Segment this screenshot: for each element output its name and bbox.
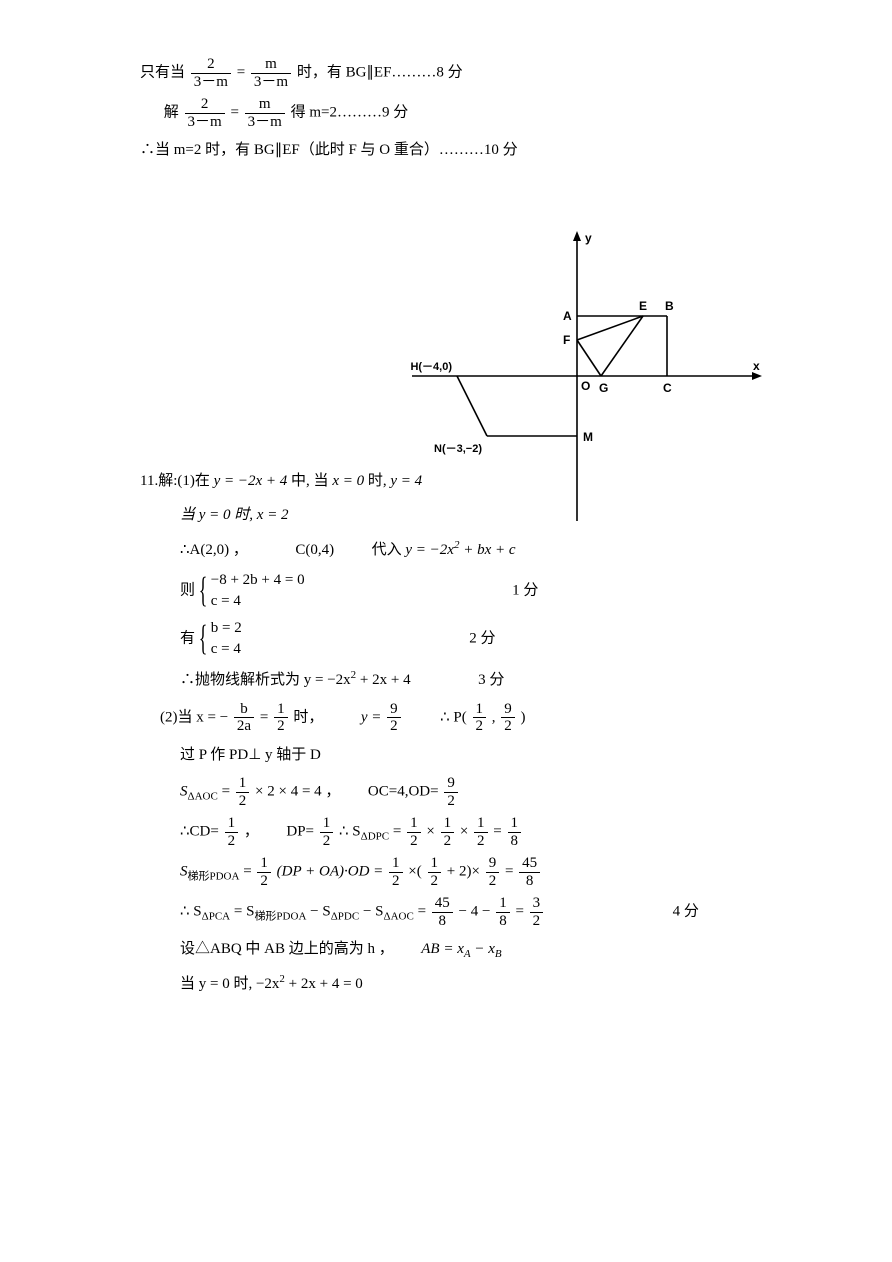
frac: m3－m: [251, 56, 291, 90]
frac: 12: [441, 815, 455, 849]
p11-line-3: ∴A(2,0) ， C(0,4) 代入 y = −2x2 + bx + c: [180, 536, 802, 565]
text: C(0,4): [295, 542, 334, 558]
svg-text:O: O: [581, 379, 590, 393]
text: (2)当 x = −: [160, 709, 228, 725]
text: 只有当: [140, 64, 185, 80]
frac: 23－m: [191, 56, 231, 90]
svg-text:F: F: [563, 333, 570, 347]
math: 当 y = 0 时, x = 2: [180, 507, 289, 523]
frac: 12: [274, 701, 288, 735]
svg-text:H(－4,0): H(－4,0): [410, 361, 452, 373]
p11-line-11: S梯形PDOA = 12 (DP + OA)·OD = 12 ×( 12 + 2…: [180, 855, 802, 889]
text: ∴A(2,0) ，: [180, 542, 248, 558]
p11-line-4: 则 −8 + 2b + 4 = 0 c = 4 1 分: [180, 570, 802, 612]
text: 则: [180, 582, 195, 598]
score-badge: 4 分: [673, 903, 699, 919]
score-badge: 2 分: [469, 630, 495, 646]
math: y = −2x2 + bx + c: [405, 542, 515, 558]
svg-text:G: G: [599, 381, 608, 395]
text: 时,: [368, 473, 391, 489]
math: y = −2x + 4: [214, 473, 288, 489]
p11-line-5: 有 b = 2 c = 4 2 分: [180, 618, 802, 660]
text: 代入: [372, 542, 406, 558]
svg-text:E: E: [639, 299, 647, 313]
text: 时，有 BG∥EF………8 分: [297, 64, 463, 80]
score-badge: 1 分: [512, 582, 538, 598]
top-line-2: 解 23－m = m3－m 得 m=2………9 分: [140, 96, 802, 130]
frac: 32: [530, 895, 544, 929]
coordinate-diagram: y x O H(－4,0) N(－3,−2) M AF G E B C: [402, 226, 772, 526]
p11-line-9: SΔAOC = 12 × 2 × 4 = 4 ， OC=4,OD= 92: [180, 775, 802, 809]
frac: 18: [496, 895, 510, 929]
p11-part2-line: (2)当 x = − b2a = 12 时， y = 92 ∴ P( 12 , …: [160, 701, 802, 735]
frac: 92: [501, 701, 515, 735]
brace-system: −8 + 2b + 4 = 0 c = 4: [199, 570, 305, 612]
p11-line-8: 过 P 作 PD⊥ y 轴于 D: [180, 741, 802, 770]
svg-text:N(－3,−2): N(－3,−2): [434, 443, 482, 455]
frac: 92: [486, 855, 500, 889]
math: 当 y = 0 时, −2x2 + 2x + 4 = 0: [180, 976, 363, 992]
frac: m3－m: [245, 96, 285, 130]
text: 中, 当: [291, 473, 332, 489]
text: =: [230, 104, 242, 120]
frac: 92: [387, 701, 401, 735]
svg-text:C: C: [663, 381, 672, 395]
text: 有: [180, 630, 195, 646]
svg-text:B: B: [665, 299, 674, 313]
p11-line-13: 设△ABQ 中 AB 边上的高为 h ， AB = xA − xB: [180, 935, 802, 964]
frac: 23－m: [185, 96, 225, 130]
frac: 458: [432, 895, 453, 929]
p11-line-6: ∴抛物线解析式为 y = −2x2 + 2x + 4 3 分: [180, 666, 802, 695]
frac: 12: [474, 815, 488, 849]
frac: 12: [428, 855, 442, 889]
score-badge: 3 分: [478, 672, 504, 688]
text: 解: [164, 104, 179, 120]
text: 11.解:(1)在: [140, 473, 214, 489]
svg-text:y: y: [585, 231, 592, 245]
p11-line-10: ∴CD= 12 ， DP= 12 ∴ SΔDPC = 12 × 12 × 12 …: [180, 815, 802, 849]
top-line-1: 只有当 23－m = m3－m 时，有 BG∥EF………8 分: [140, 56, 802, 90]
frac: 12: [389, 855, 403, 889]
frac: 458: [519, 855, 540, 889]
svg-text:A: A: [563, 309, 572, 323]
svg-text:x: x: [753, 359, 760, 373]
text: =: [237, 64, 249, 80]
frac: 12: [473, 701, 487, 735]
frac: 12: [225, 815, 239, 849]
text: 过 P 作 PD⊥ y 轴于 D: [180, 747, 321, 763]
text: ∴当 m=2 时，有 BG∥EF（此时 F 与 O 重合）………10 分: [140, 142, 518, 158]
frac: 18: [508, 815, 522, 849]
frac: 12: [407, 815, 421, 849]
math: x = 0: [332, 473, 364, 489]
frac: 92: [444, 775, 458, 809]
p11-line-14: 当 y = 0 时, −2x2 + 2x + 4 = 0: [180, 970, 802, 999]
svg-text:M: M: [583, 430, 593, 444]
frac: b2a: [234, 701, 254, 735]
frac: 12: [257, 855, 271, 889]
text: 得 m=2………9 分: [291, 104, 409, 120]
p11-line-12: ∴ SΔPCA = S梯形PDOA − SΔPDC − SΔAOC = 458 …: [180, 895, 802, 929]
brace-system: b = 2 c = 4: [199, 618, 242, 660]
frac: 12: [236, 775, 250, 809]
math: ∴抛物线解析式为 y = −2x2 + 2x + 4: [180, 672, 411, 688]
top-line-3: ∴当 m=2 时，有 BG∥EF（此时 F 与 O 重合）………10 分: [140, 136, 802, 165]
frac: 12: [320, 815, 334, 849]
